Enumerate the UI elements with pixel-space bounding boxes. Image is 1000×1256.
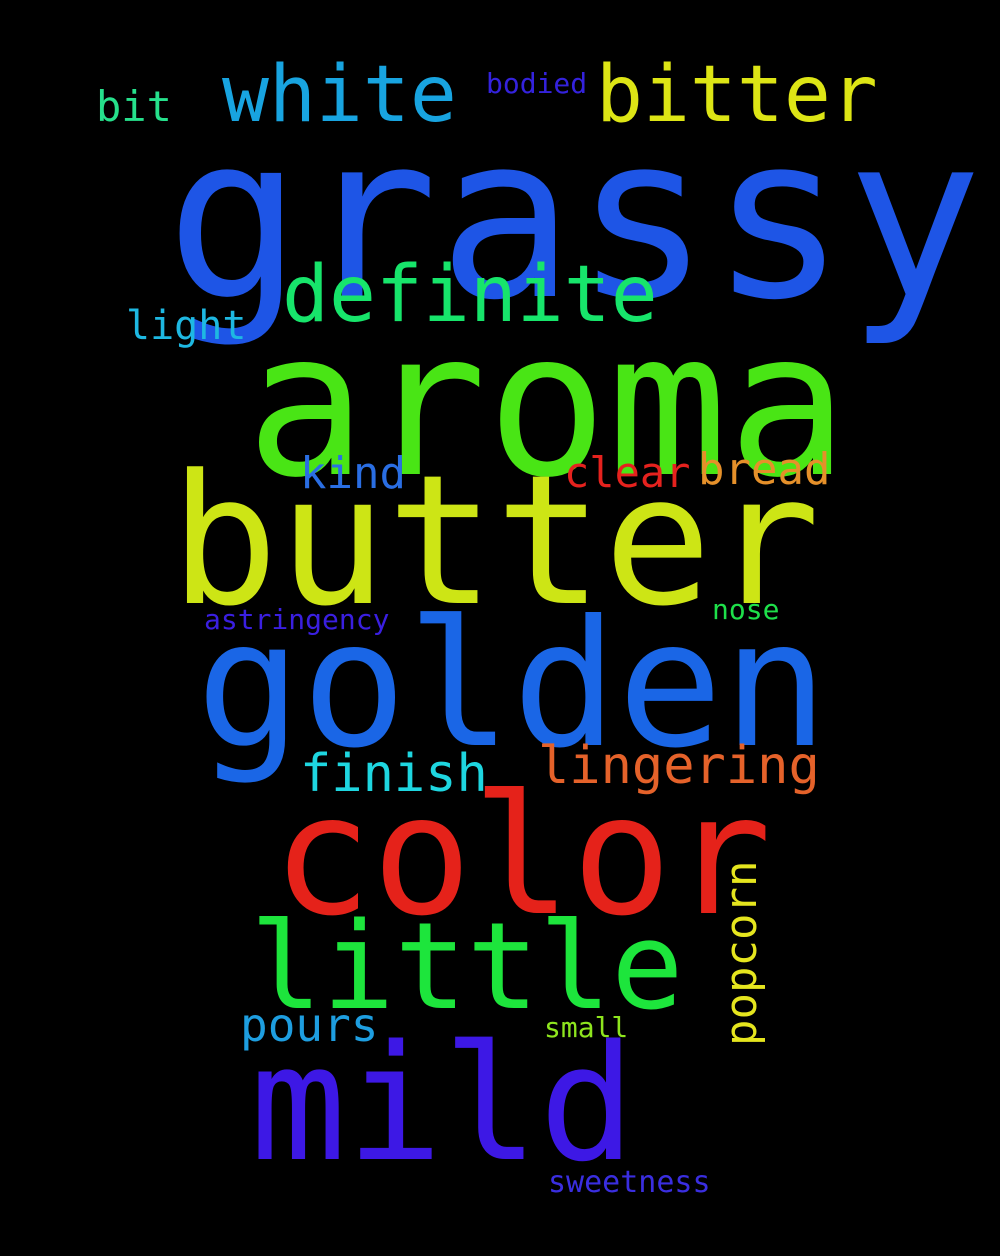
word-clear: clear xyxy=(564,448,691,497)
word-bit: bit xyxy=(96,82,172,131)
word-mild: mild xyxy=(250,1010,636,1197)
word-pours: pours xyxy=(240,998,379,1052)
word-bodied: bodied xyxy=(486,67,588,100)
word-astringency: astringency xyxy=(204,603,390,636)
word-finish: finish xyxy=(300,744,488,804)
word-nose: nose xyxy=(712,593,780,626)
word-definite: definite xyxy=(282,250,658,340)
word-bread: bread xyxy=(698,444,831,495)
word-color: color xyxy=(272,760,772,953)
word-popcorn: popcorn xyxy=(716,860,767,1046)
word-white: white xyxy=(222,50,457,140)
word-golden: golden xyxy=(196,584,829,787)
word-lingering: lingering xyxy=(538,736,820,796)
word-bitter: bitter xyxy=(596,50,878,140)
word-butter: butter xyxy=(170,437,821,646)
word-kind: kind xyxy=(300,448,406,499)
word-small: small xyxy=(544,1011,629,1044)
word-light: light xyxy=(126,303,247,349)
word-grassy: grassy xyxy=(166,87,983,350)
word-little: little xyxy=(250,898,684,1037)
word-sweetness: sweetness xyxy=(548,1165,711,1200)
word-aroma: aroma xyxy=(246,289,849,522)
